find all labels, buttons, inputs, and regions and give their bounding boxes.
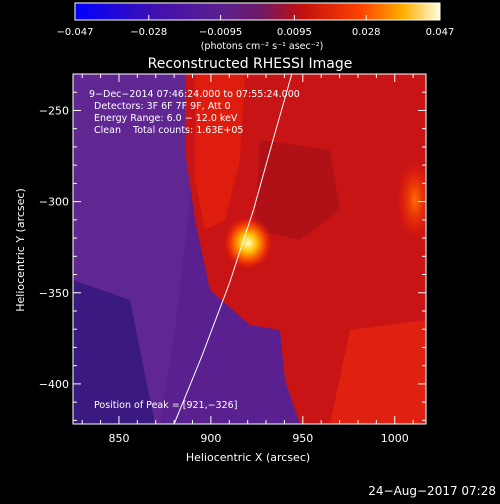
annotation-detectors: Detectors: 3F 6F 7F 9F, Att 0	[94, 101, 231, 112]
y-tick-label: −350	[39, 287, 69, 300]
x-tick-label: 900	[200, 432, 221, 445]
annotation-energy-range: Energy Range: 6.0 − 12.0 keV	[94, 113, 238, 124]
solar-limb-line	[173, 74, 293, 424]
colorbar-tick-label: 0.047	[426, 27, 455, 38]
colorbar-tick-label: −0.0095	[199, 27, 242, 38]
colorbar-ticks: −0.047 −0.028 −0.0095 0.0095 0.028 0.047	[56, 15, 454, 38]
colorbar-tick-label: 0.028	[352, 27, 381, 38]
x-tick-label: 1000	[381, 432, 409, 445]
annotation-peak-position: Position of Peak = [921,−326]	[94, 400, 237, 411]
colorbar-tick-label: −0.047	[56, 27, 93, 38]
chart-title: Reconstructed RHESSI Image	[148, 56, 353, 72]
colorbar-tick-label: 0.0095	[277, 27, 312, 38]
colorbar	[74, 2, 441, 21]
x-axis-label: Heliocentric X (arcsec)	[186, 451, 310, 464]
footer-date: 24−Aug−2017 07:28	[368, 484, 496, 498]
plot-frame	[72, 73, 427, 425]
heatmap-image	[73, 74, 426, 424]
x-tick-label: 950	[292, 432, 313, 445]
colorbar-units-label: (photons cm⁻² s⁻¹ asec⁻²)	[201, 41, 324, 52]
annotation-time-range: 9−Dec−2014 07:46:24.000 to 07:55:24.000	[86, 89, 300, 100]
colorbar-tick-label: −0.028	[130, 27, 167, 38]
y-axis-ticks: −250 −300 −350 −400	[39, 73, 426, 421]
x-tick-label: 850	[108, 432, 129, 445]
y-tick-label: −300	[39, 196, 69, 209]
y-axis-label: Heliocentric Y (arcsec)	[14, 188, 27, 312]
x-axis-ticks: 850 900 950 1000	[81, 74, 414, 445]
y-tick-label: −400	[39, 378, 69, 391]
y-tick-label: −250	[39, 104, 69, 117]
annotation-clean-counts: Clean Total counts: 1.63E+05	[94, 125, 243, 136]
